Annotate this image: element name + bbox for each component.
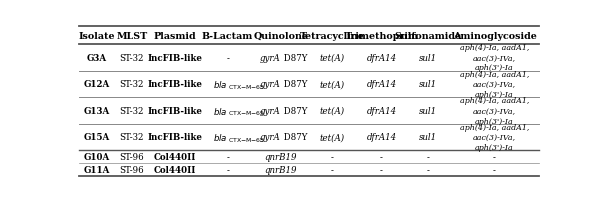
Text: MLST: MLST [116,31,148,40]
Text: -: - [493,152,496,161]
Text: D87Y: D87Y [281,80,307,89]
Text: Sulfonamide: Sulfonamide [394,31,461,40]
Text: G11A: G11A [83,165,110,174]
Text: G3A: G3A [86,54,107,63]
Text: ST-32: ST-32 [119,106,144,115]
Text: -: - [331,165,334,174]
Text: Col440II: Col440II [154,152,196,161]
Text: -: - [427,152,430,161]
Text: tet(A): tet(A) [320,80,345,89]
Text: gyrA: gyrA [260,54,280,63]
Text: dfrA14: dfrA14 [367,54,397,63]
Text: qnrB19: qnrB19 [265,152,297,161]
Text: aph(4)-Ia, aadA1,
aac(3)-IVa,
aph(3')-Ia: aph(4)-Ia, aadA1, aac(3)-IVa, aph(3')-Ia [460,44,529,72]
Text: gyrA: gyrA [260,80,280,89]
Text: ST-32: ST-32 [119,54,144,63]
Text: B-Lactam: B-Lactam [202,31,253,40]
Text: dfrA14: dfrA14 [367,106,397,115]
Text: sul1: sul1 [419,133,437,142]
Text: -: - [380,165,383,174]
Text: G12A: G12A [83,80,110,89]
Text: $\mathrm{CTX{-}M{-}65}$: $\mathrm{CTX{-}M{-}65}$ [228,135,265,143]
Text: Quinolone: Quinolone [253,31,308,40]
Text: D87Y: D87Y [281,54,307,63]
Text: G13A: G13A [83,106,110,115]
Text: G10A: G10A [83,152,110,161]
Text: aph(4)-Ia, aadA1,
aac(3)-IVa,
aph(3')-Ia: aph(4)-Ia, aadA1, aac(3)-IVa, aph(3')-Ia [460,123,529,151]
Text: -: - [427,165,430,174]
Text: Plasmid: Plasmid [154,31,196,40]
Text: -: - [226,152,229,161]
Text: IncFIB-like: IncFIB-like [148,133,202,142]
Text: IncFIB-like: IncFIB-like [148,80,202,89]
Text: D87Y: D87Y [281,133,307,142]
Text: tet(A): tet(A) [320,54,345,63]
Text: gyrA: gyrA [260,106,280,115]
Text: sul1: sul1 [419,80,437,89]
Text: -: - [331,152,334,161]
Text: D87Y: D87Y [281,106,307,115]
Text: IncFIB-like: IncFIB-like [148,54,202,63]
Text: ST-96: ST-96 [119,152,144,161]
Text: ST-32: ST-32 [119,133,144,142]
Text: ST-96: ST-96 [119,165,144,174]
Text: -: - [493,165,496,174]
Text: sul1: sul1 [419,54,437,63]
Text: aph(4)-Ia, aadA1,
aac(3)-IVa,
aph(3')-Ia: aph(4)-Ia, aadA1, aac(3)-IVa, aph(3')-Ia [460,97,529,125]
Text: $\mathrm{CTX{-}M{-}65}$: $\mathrm{CTX{-}M{-}65}$ [228,109,265,117]
Text: dfrA14: dfrA14 [367,133,397,142]
Text: aph(4)-Ia, aadA1,
aac(3)-IVa,
aph(3')-Ia: aph(4)-Ia, aadA1, aac(3)-IVa, aph(3')-Ia [460,70,529,99]
Text: Tetracycline: Tetracycline [300,31,365,40]
Text: $bla$: $bla$ [213,105,227,116]
Text: Isolate: Isolate [79,31,115,40]
Text: ST-32: ST-32 [119,80,144,89]
Text: sul1: sul1 [419,106,437,115]
Text: Col440II: Col440II [154,165,196,174]
Text: $\mathrm{CTX{-}M{-}65}$: $\mathrm{CTX{-}M{-}65}$ [228,83,265,91]
Text: -: - [226,165,229,174]
Text: tet(A): tet(A) [320,106,345,115]
Text: Trimethoprim: Trimethoprim [344,31,418,40]
Text: dfrA14: dfrA14 [367,80,397,89]
Text: gyrA: gyrA [260,133,280,142]
Text: G15A: G15A [83,133,110,142]
Text: $bla$: $bla$ [213,132,227,143]
Text: -: - [226,54,229,63]
Text: qnrB19: qnrB19 [265,165,297,174]
Text: IncFIB-like: IncFIB-like [148,106,202,115]
Text: Aminoglycoside: Aminoglycoside [452,31,536,40]
Text: tet(A): tet(A) [320,133,345,142]
Text: $bla$: $bla$ [213,79,227,90]
Text: -: - [380,152,383,161]
